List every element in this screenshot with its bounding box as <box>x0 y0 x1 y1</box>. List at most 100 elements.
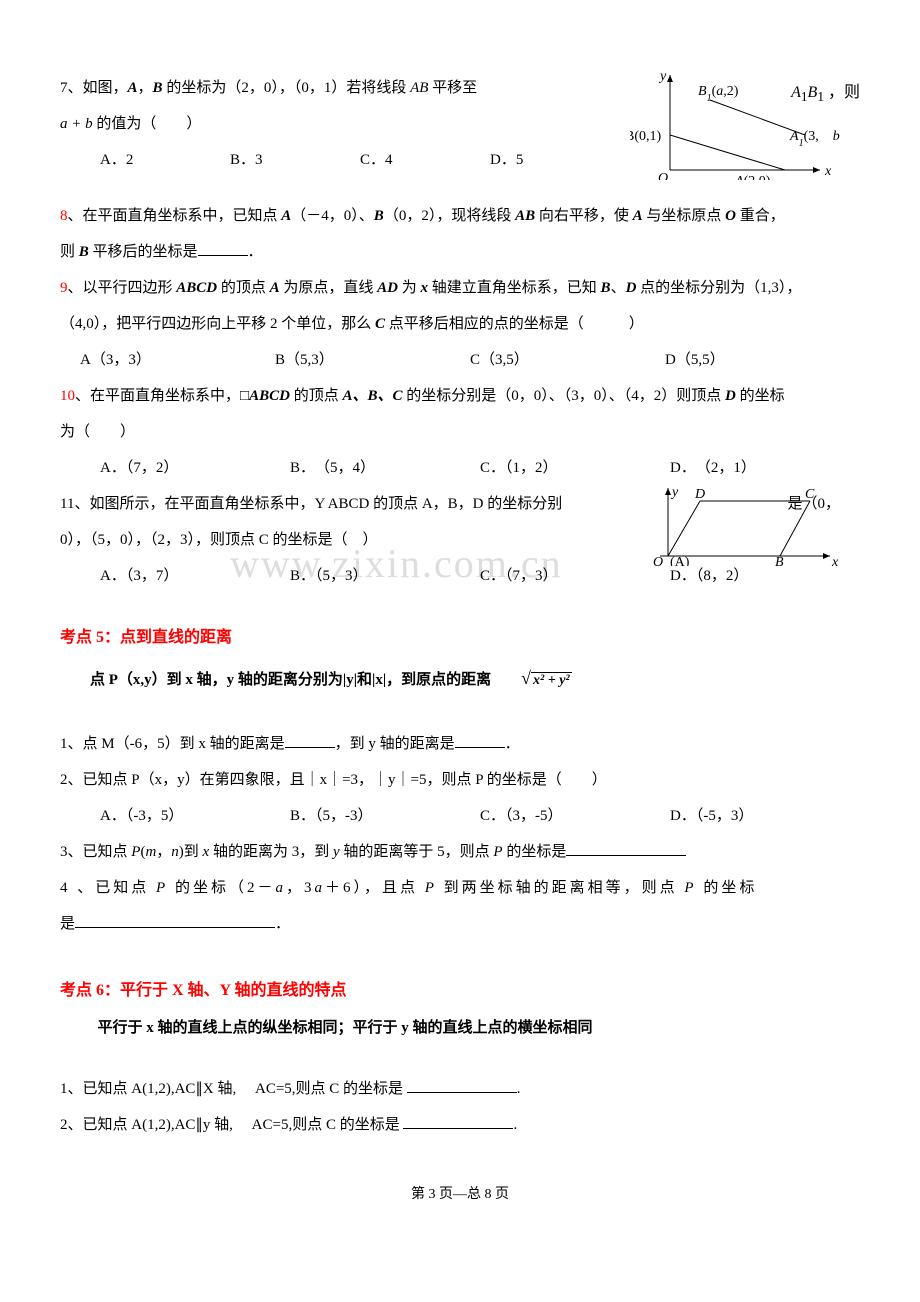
text: （4,0），把平行四边形向上平移 2 个单位，那么 <box>60 316 375 332</box>
option-b: B．3 <box>230 142 360 178</box>
s6q2: 2、已知点 A(1,2),AC∥y 轴, AC=5,则点 C 的坐标是 . <box>60 1107 860 1143</box>
text: 2、已知点 A(1,2),AC∥y 轴, AC=5,则点 C 的坐标是 <box>60 1117 403 1133</box>
blank <box>407 1077 517 1093</box>
text: 则 <box>60 244 79 260</box>
a1-label: A1(3, b) <box>789 129 840 149</box>
option-b: B． （5，4） <box>290 450 480 486</box>
text: 点的坐标分别为（1,3）， <box>636 280 801 296</box>
option-b: B（5,3） <box>275 342 470 378</box>
o-label: O <box>653 555 663 566</box>
section6-title: 考点 6：平行于 X 轴、Y 轴的直线的特点 <box>60 972 860 1010</box>
text: . <box>517 1081 521 1097</box>
q11-graph: y x O (A) B C D <box>650 486 840 566</box>
blank <box>285 732 335 748</box>
d-label: D <box>694 487 705 502</box>
s5q4-line1: 4 、已知点 P 的坐标（2－a，3a＋6），且点 P 到两坐标轴的距离相等，则… <box>60 870 860 906</box>
q10-line2: 为（ ） <box>60 414 860 450</box>
q8-line1: 8、在平面直角坐标系中，已知点 A（－4，0）、B（0，2），现将线段 AB 向… <box>60 198 860 234</box>
option-c: C．（3，-5） <box>480 798 670 834</box>
text: 轴的距离为 3，到 <box>209 844 333 860</box>
c-label: C <box>805 487 815 502</box>
text: 平移至 <box>428 80 477 96</box>
q8-line2: 则 B 平移后的坐标是． <box>60 234 860 270</box>
text: （－4，0）、 <box>291 208 374 224</box>
option-d: D． （2，1） <box>670 450 860 486</box>
text: 的坐标为（2，0），（0，1）若将线段 <box>163 80 411 96</box>
text: AD <box>377 280 398 296</box>
text: P <box>684 880 696 896</box>
text: x <box>421 280 429 296</box>
q9-options: A（3，3） B（5,3） C（3,5） D（5,5） <box>60 342 860 378</box>
text: 、在平面直角坐标系中， <box>75 388 240 404</box>
a-label: A(2,0) <box>734 174 771 180</box>
num: 10 <box>60 388 75 404</box>
text: ＋6），且点 <box>325 880 425 896</box>
blank <box>75 912 275 928</box>
blank <box>403 1113 513 1129</box>
text: 与坐标原点 <box>643 208 726 224</box>
s5q2: 2、已知点 P（x，y）在第四象限，且｜x｜=3，｜y｜=5，则点 P 的坐标是… <box>60 762 860 798</box>
text: ，3 <box>286 880 315 896</box>
text: AB <box>515 208 535 224</box>
text: 1、点 M（-6，5）到 x 轴的距离是 <box>60 736 285 752</box>
text: （0，2），现将线段 <box>384 208 515 224</box>
text: ． <box>505 736 520 752</box>
option-d: D（5,5） <box>665 342 860 378</box>
text: 的坐标 <box>736 388 785 404</box>
x-label: x <box>824 164 832 179</box>
text: B <box>374 208 384 224</box>
text: C <box>375 316 385 332</box>
text: 、在平面直角坐标系中，已知点 <box>68 208 282 224</box>
text: 的顶点 <box>290 388 343 404</box>
x-label: x <box>831 555 839 566</box>
q9-line1: 9、以平行四边形 ABCD 的顶点 A 为原点，直线 AD 为 x 轴建立直角坐… <box>60 270 860 306</box>
text: 、 <box>611 280 626 296</box>
text: 的坐标分别是（0，0）、（3，0）、（4，2）则顶点 <box>402 388 725 404</box>
text: )到 <box>179 844 203 860</box>
page-footer: 第 3 页—总 8 页 <box>60 1183 860 1203</box>
sqrt-icon: √x² + y² <box>491 657 571 700</box>
text: 为 <box>398 280 421 296</box>
text: ． <box>275 916 290 932</box>
text: P <box>425 880 437 896</box>
o-label: O <box>658 171 668 180</box>
blank <box>455 732 505 748</box>
option-b: B．（5，3） <box>290 558 480 594</box>
q7-line1: 7、如图，A，B 的坐标为（2，0），（0，1）若将线段 AB 平移至 <box>60 70 600 106</box>
blank <box>198 240 248 256</box>
s6q1: 1、已知点 A(1,2),AC∥X 轴, AC=5,则点 C 的坐标是 . <box>60 1071 860 1107</box>
text: □ABCD <box>240 388 290 404</box>
blank <box>566 840 686 856</box>
option-d: D．5 <box>490 142 620 178</box>
section6-desc: 平行于 x 轴的直线上点的纵坐标相同；平行于 y 轴的直线上点的横坐标相同 <box>60 1010 860 1046</box>
text: . <box>513 1117 517 1133</box>
text: y <box>333 844 340 860</box>
text: ， <box>156 844 171 860</box>
text: 到两坐标轴的距离相等，则点 <box>437 880 685 896</box>
text: D <box>626 280 637 296</box>
text: AB <box>410 80 428 96</box>
text: 3、已知点 <box>60 844 131 860</box>
option-c: C．4 <box>360 142 490 178</box>
text: B <box>601 280 611 296</box>
text: 的坐标（2－ <box>168 880 275 896</box>
text: A <box>281 208 291 224</box>
a-label: (A) <box>670 555 690 566</box>
text: 的坐标是 <box>503 844 567 860</box>
text: O <box>725 208 736 224</box>
text: B <box>153 80 163 96</box>
text: 为原点，直线 <box>280 280 378 296</box>
option-c: C．（1，2） <box>480 450 670 486</box>
option-c: C．（7，3） <box>480 558 670 594</box>
num: 8 <box>60 208 68 224</box>
q10-line1: 10、在平面直角坐标系中，□ABCD 的顶点 A、B、C 的坐标分别是（0，0）… <box>60 378 860 414</box>
text: D <box>725 388 736 404</box>
text: A <box>633 208 643 224</box>
option-a: A．（3，7） <box>100 558 290 594</box>
text: B <box>79 244 89 260</box>
text: A <box>270 280 280 296</box>
option-b: B．（5，-3） <box>290 798 480 834</box>
text: A、B、C <box>342 388 402 404</box>
text: 4 、已知点 <box>60 880 156 896</box>
q7-options: A．2 B．3 C．4 D．5 <box>60 142 620 178</box>
